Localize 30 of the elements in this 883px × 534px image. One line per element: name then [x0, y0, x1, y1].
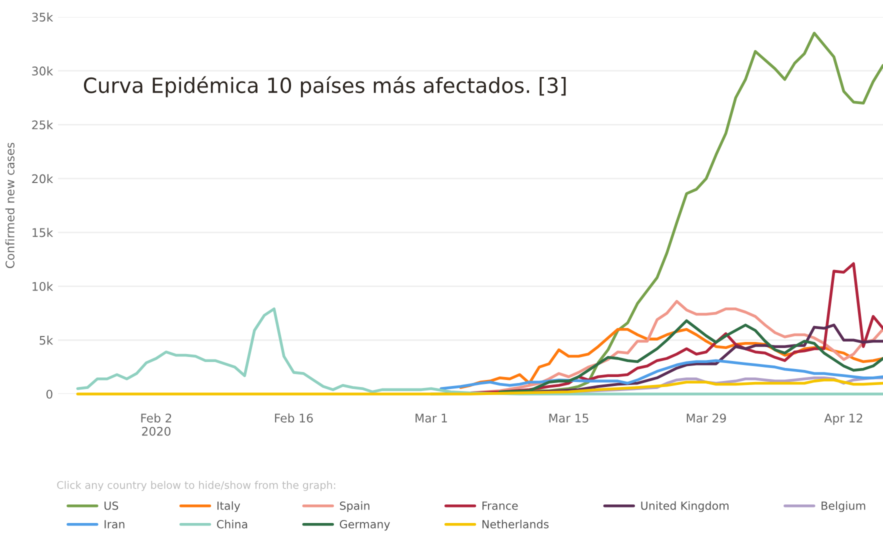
- legend-label: Germany: [340, 520, 390, 531]
- x-tick-label: Apr 12: [824, 414, 862, 425]
- y-tick-label: 5k: [40, 336, 54, 345]
- line-series: [440, 359, 883, 390]
- legend-label: Italy: [217, 501, 240, 512]
- x-tick-label: Mar 29: [686, 414, 726, 423]
- x-tick-label: Mar 1: [416, 414, 447, 423]
- legend-label: Iran: [104, 520, 124, 528]
- legend-label: France: [482, 502, 518, 510]
- legend-label: Netherlands: [482, 520, 549, 528]
- text: Curva Epidémica 10 países más afectados. [3]: [84, 76, 566, 98]
- legend-label: China: [217, 520, 248, 528]
- line-series: [76, 378, 883, 396]
- y-tick-label: 15k: [32, 228, 54, 238]
- legend-label: United Kingdom: [641, 501, 728, 512]
- x-tick-label: Feb 16: [275, 413, 313, 423]
- y-tick-label: 20k: [32, 174, 54, 184]
- text: Click any country below to hide/show from the graph:: [57, 480, 336, 491]
- legend-label: Spain: [340, 501, 370, 512]
- legend-label: Belgium: [822, 501, 866, 512]
- legend-label: US: [104, 501, 118, 510]
- line-series: [76, 308, 883, 396]
- y-axis-title: Confirmed new cases: [5, 142, 14, 268]
- x-tick-label: Feb 2 2020: [141, 413, 172, 436]
- y-tick-label: 30k: [32, 66, 54, 76]
- y-tick-label: 35k: [32, 12, 54, 22]
- x-tick-label: Mar 15: [549, 414, 588, 423]
- y-tick-label: 10k: [32, 282, 54, 291]
- y-tick-label: 25k: [32, 120, 54, 130]
- y-tick-label: 0: [46, 390, 52, 399]
